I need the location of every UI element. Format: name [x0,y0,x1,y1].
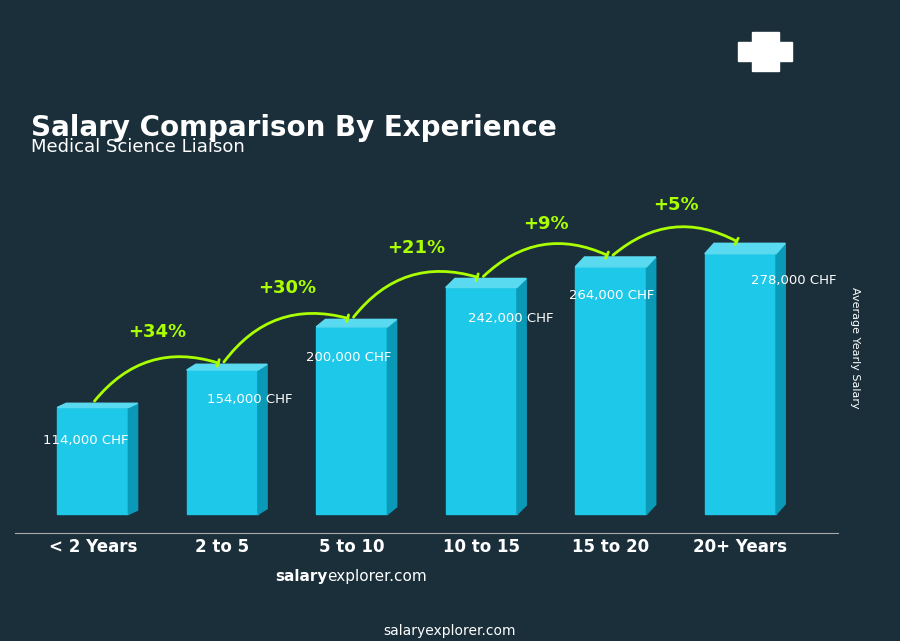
Polygon shape [517,278,526,515]
Text: +9%: +9% [523,215,569,233]
Polygon shape [646,257,656,515]
Bar [738,42,792,61]
Polygon shape [776,244,786,515]
Bar [752,32,778,71]
Text: Average Yearly Salary: Average Yearly Salary [850,287,859,409]
Polygon shape [258,364,267,515]
Polygon shape [186,364,267,370]
Polygon shape [57,403,138,408]
Text: salaryexplorer.com: salaryexplorer.com [383,624,517,638]
Polygon shape [705,244,786,254]
Polygon shape [446,278,526,288]
Polygon shape [387,319,397,515]
Text: 278,000 CHF: 278,000 CHF [751,274,836,287]
Text: 200,000 CHF: 200,000 CHF [307,351,392,364]
Bar [186,370,258,515]
Polygon shape [575,257,656,267]
Text: +30%: +30% [258,279,316,297]
Polygon shape [129,403,138,515]
Text: 242,000 CHF: 242,000 CHF [468,312,554,325]
Text: 114,000 CHF: 114,000 CHF [43,434,129,447]
Bar [575,267,646,515]
Bar [57,408,129,515]
Bar [705,254,776,515]
Polygon shape [316,319,397,327]
Text: +5%: +5% [652,196,698,214]
Text: Salary Comparison By Experience: Salary Comparison By Experience [32,114,557,142]
Text: salary: salary [275,569,328,585]
Text: Medical Science Liaison: Medical Science Liaison [32,138,245,156]
Bar [446,288,517,515]
Text: +34%: +34% [129,323,186,341]
Text: +21%: +21% [388,238,446,256]
Bar [316,327,387,515]
Text: 264,000 CHF: 264,000 CHF [570,289,655,303]
Text: explorer.com: explorer.com [328,569,427,585]
Text: 154,000 CHF: 154,000 CHF [207,394,292,406]
